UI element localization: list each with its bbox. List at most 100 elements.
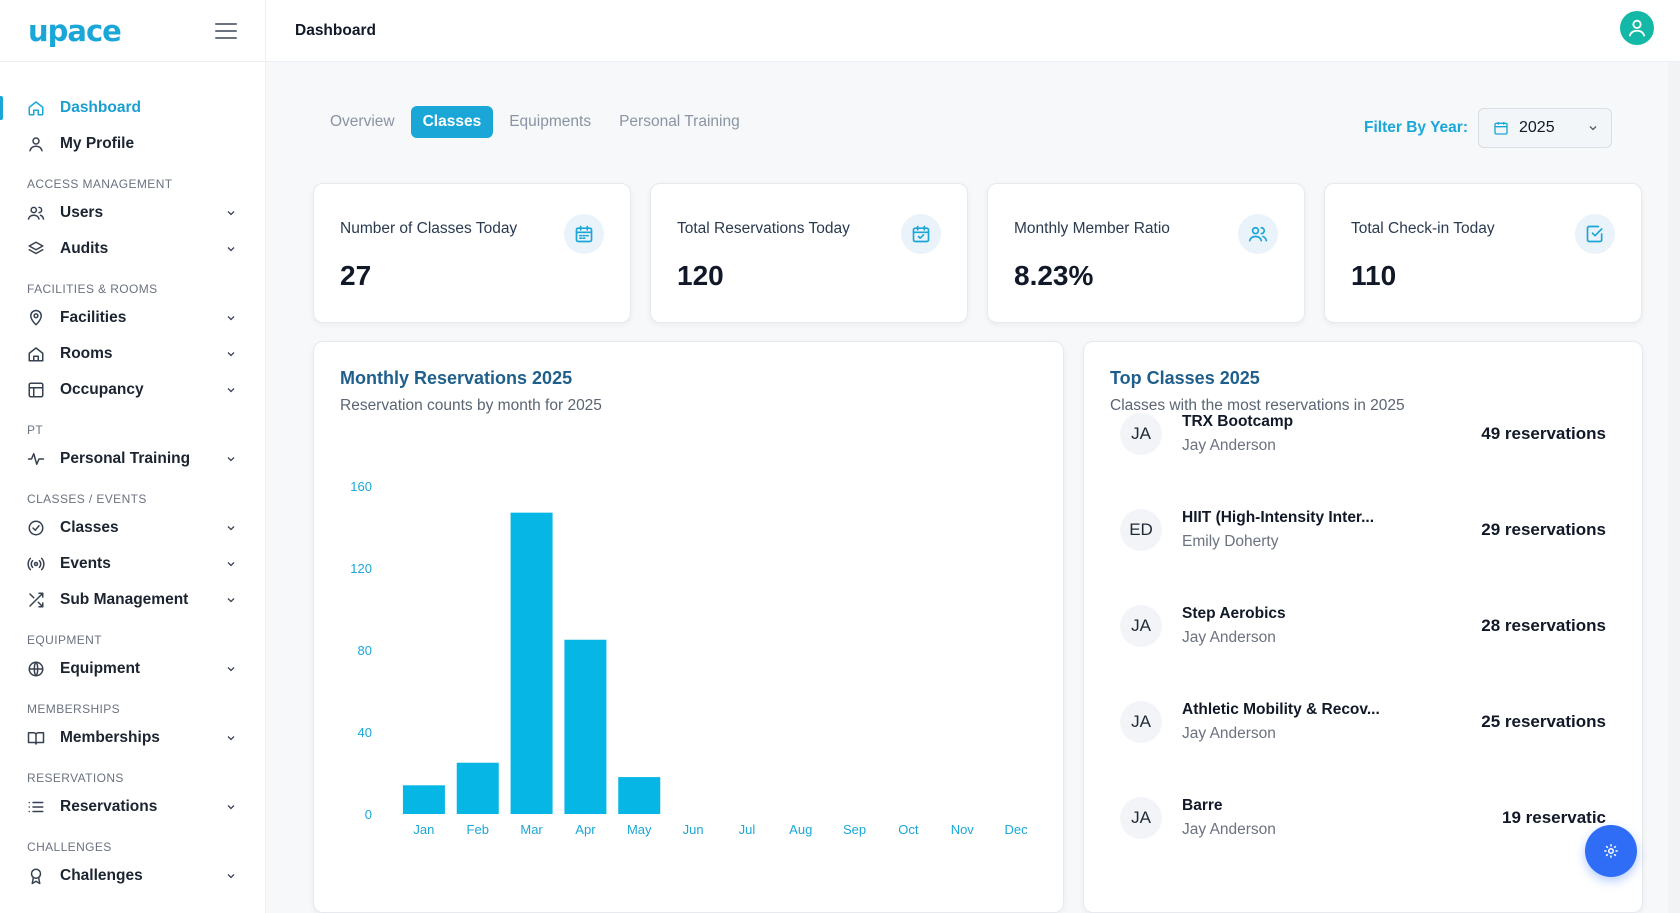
sidebar-item-reservations[interactable]: Reservations: [0, 789, 265, 825]
class-name: TRX Bootcamp: [1182, 413, 1294, 430]
sidebar-item-label: Dashboard: [60, 99, 141, 116]
sidebar-item-classes[interactable]: Classes: [0, 510, 265, 546]
sidebar-item-label: Reservations: [60, 798, 158, 815]
year-select-value: 2025: [1519, 119, 1555, 136]
sidebar-item-label: Classes: [60, 519, 119, 536]
stat-value: 120: [677, 260, 724, 291]
sidebar-item-challenges[interactable]: Challenges: [0, 858, 265, 894]
x-tick-label: Aug: [789, 822, 812, 837]
instructor-name: Jay Anderson: [1182, 437, 1276, 454]
sidebar-nav: Dashboard My Profile ACCESS MANAGEMENT User…: [0, 62, 265, 894]
checkbox-icon: [1575, 214, 1615, 254]
sidebar-item-memberships[interactable]: Memberships: [0, 720, 265, 756]
book-icon: [27, 729, 45, 747]
sidebar-item-label: Events: [60, 555, 111, 572]
sidebar-item-label: Sub Management: [60, 591, 189, 608]
bar-may[interactable]: [618, 777, 661, 814]
list-item[interactable]: JA Step Aerobics Jay Anderson 28 reservatio…: [1120, 596, 1606, 656]
assistant-fab-button[interactable]: [1585, 825, 1637, 877]
sidebar-item-personal-training[interactable]: Personal Training: [0, 441, 265, 477]
tab-equipments[interactable]: Equipments: [509, 113, 592, 130]
broadcast-icon: [27, 555, 45, 573]
monthly-reservations-chart: 0 40 80 120 160 Jan Feb Mar Apr May Jun Jul Aug Sep Oc…: [350, 479, 1028, 837]
users-icon: [1238, 214, 1278, 254]
sidebar-item-label: Challenges: [60, 867, 143, 884]
sidebar-item-equipment[interactable]: Equipment: [0, 651, 265, 687]
class-name: HIIT (High-Intensity Inter...: [1182, 509, 1375, 526]
class-name: Barre: [1182, 797, 1223, 814]
chevron-down-icon: [227, 457, 235, 462]
app-logo[interactable]: upace: [28, 13, 122, 48]
reservation-count: 19 reservatic: [1502, 808, 1606, 827]
x-tick-label: Mar: [520, 822, 543, 837]
sidebar-section-title: ACCESS MANAGEMENT: [27, 177, 173, 191]
sidebar-section-title: EQUIPMENT: [27, 633, 102, 647]
monthly-reservations-panel: Monthly Reservations 2025 Reservation co…: [313, 341, 1064, 913]
instructor-name: Emily Doherty: [1182, 533, 1279, 550]
sidebar-item-audits[interactable]: Audits: [0, 231, 265, 267]
stat-card: Number of Classes Today 27: [313, 183, 631, 323]
x-tick-label: Feb: [467, 822, 489, 837]
reservation-count: 29 reservations: [1481, 520, 1606, 539]
class-name: Athletic Mobility & Recov...: [1182, 701, 1380, 718]
sidebar-item-label: Facilities: [60, 309, 127, 326]
sidebar-item-occupancy[interactable]: Occupancy: [0, 372, 265, 408]
instructor-name: Jay Anderson: [1182, 725, 1276, 742]
bar-apr[interactable]: [564, 639, 607, 814]
page-title: Dashboard: [295, 21, 376, 39]
chevron-down-icon: [227, 874, 235, 879]
page-scrollbar[interactable]: [1668, 62, 1680, 913]
y-tick-label: 80: [358, 643, 372, 658]
sidebar-section-title: PT: [27, 423, 44, 437]
list-item[interactable]: JA Barre Jay Anderson 19 reservatic: [1120, 788, 1606, 848]
list-item[interactable]: JA Athletic Mobility & Recov... Jay Anders…: [1120, 692, 1606, 752]
list-icon: [27, 798, 45, 816]
chevron-down-icon: [227, 316, 235, 321]
sidebar-item-label: Users: [60, 204, 104, 221]
x-tick-label: Jun: [683, 822, 704, 837]
user-avatar-icon[interactable]: [1620, 11, 1654, 45]
chevron-down-icon: [227, 667, 235, 672]
tab-classes[interactable]: Classes: [410, 106, 494, 138]
bar-jan[interactable]: [402, 785, 445, 814]
chevron-down-icon: [227, 247, 235, 252]
sparkle-icon: [1604, 844, 1618, 858]
x-tick-label: May: [627, 822, 652, 837]
instructor-initials-avatar: JA: [1120, 413, 1162, 455]
list-item[interactable]: JA TRX Bootcamp Jay Anderson 49 reservation…: [1120, 404, 1606, 464]
sidebar-item-facilities[interactable]: Facilities: [0, 300, 265, 336]
stat-label: Number of Classes Today: [340, 220, 518, 237]
instructor-name: Jay Anderson: [1182, 821, 1276, 838]
calendar-icon: [1494, 122, 1508, 135]
menu-toggle-icon[interactable]: [215, 22, 237, 39]
sidebar-item-label: My Profile: [60, 135, 135, 152]
check-circle-icon: [27, 519, 45, 537]
filter-label: Filter By Year:: [1364, 119, 1468, 136]
sidebar-section-title: CLASSES / EVENTS: [27, 492, 147, 506]
sidebar-item-rooms[interactable]: Rooms: [0, 336, 265, 372]
list-item[interactable]: ED HIIT (High-Intensity Inter... Emily Doh…: [1120, 500, 1606, 560]
x-tick-label: Dec: [1005, 822, 1028, 837]
stat-label: Total Reservations Today: [677, 220, 850, 237]
bar-feb[interactable]: [456, 762, 499, 814]
stat-card: Total Check-in Today 110: [1324, 183, 1642, 323]
bar-mar[interactable]: [510, 512, 553, 814]
tab-personal-training[interactable]: Personal Training: [619, 113, 740, 130]
sidebar-item-label: Memberships: [60, 729, 160, 746]
map-pin-icon: [27, 309, 45, 327]
y-tick-label: 120: [350, 561, 372, 576]
sidebar-item-users[interactable]: Users: [0, 195, 265, 231]
tab-overview[interactable]: Overview: [330, 113, 395, 130]
sidebar-item-sub-management[interactable]: Sub Management: [0, 582, 265, 618]
sidebar-item-dashboard[interactable]: Dashboard: [0, 90, 265, 126]
top-classes-subtitle: Classes with the most reservations in 20…: [1110, 397, 1405, 414]
sidebar-item-events[interactable]: Events: [0, 546, 265, 582]
year-select[interactable]: 2025: [1478, 108, 1612, 148]
sidebar-item-label: Occupancy: [60, 381, 144, 398]
chevron-down-icon: [227, 805, 235, 810]
chevron-down-icon: [227, 526, 235, 531]
stat-value: 110: [1351, 260, 1397, 291]
instructor-initials-avatar: JA: [1120, 797, 1162, 839]
sidebar-item-my-profile[interactable]: My Profile: [0, 126, 265, 162]
chevron-down-icon: [227, 211, 235, 216]
